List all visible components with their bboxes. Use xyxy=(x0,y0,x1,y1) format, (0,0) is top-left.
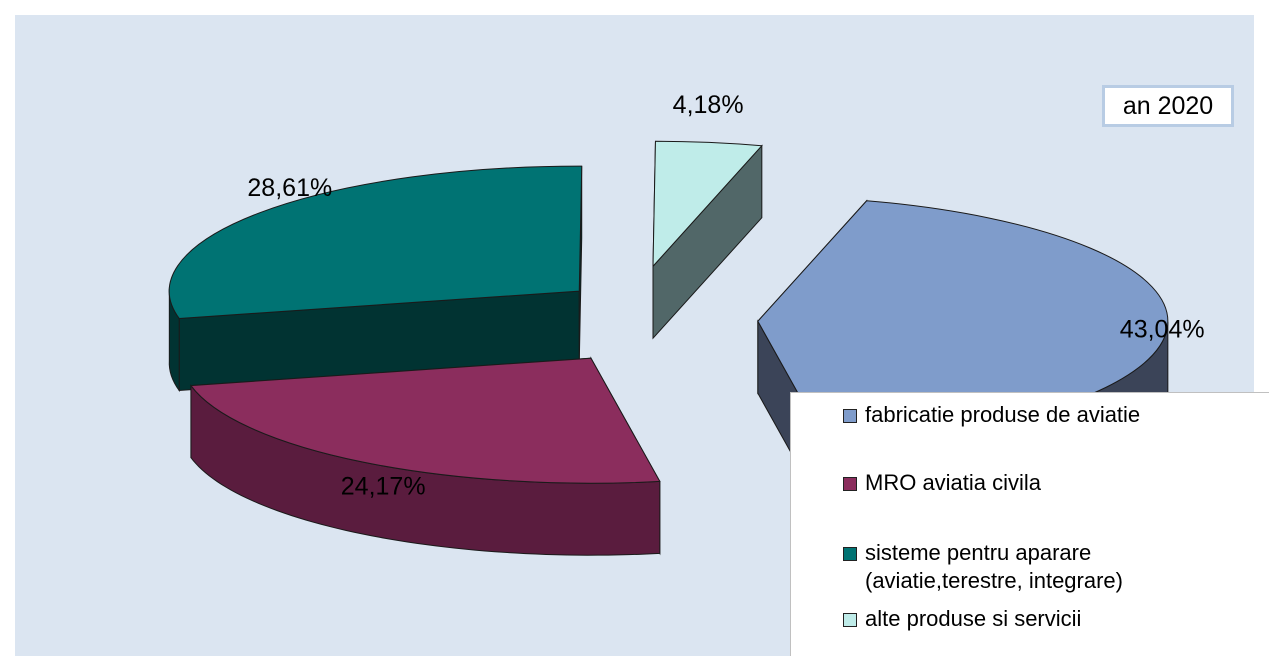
pie-slice xyxy=(652,140,763,340)
legend-item: sisteme pentru aparare (aviatie,terestre… xyxy=(843,539,1123,595)
pie-data-label: 28,61% xyxy=(247,174,332,202)
pie-data-label: 43,04% xyxy=(1120,316,1205,344)
legend-swatch xyxy=(843,409,857,423)
legend-item: fabricatie produse de aviatie xyxy=(843,401,1140,429)
pie-slice xyxy=(168,165,583,393)
legend-label: sisteme pentru aparare xyxy=(865,540,1092,565)
legend-swatch xyxy=(843,613,857,627)
legend: fabricatie produse de aviatie MRO aviati… xyxy=(790,392,1269,656)
chart-title: an 2020 xyxy=(1102,85,1234,127)
pie-slice xyxy=(190,356,661,556)
pie-slice-top xyxy=(168,165,583,319)
legend-item: MRO aviatia civila xyxy=(843,469,1041,497)
legend-label: MRO aviatia civila xyxy=(865,470,1042,495)
pie-slice-top xyxy=(190,357,661,484)
legend-item: alte produse si servicii xyxy=(843,605,1081,633)
legend-label: alte produse si servicii xyxy=(865,606,1082,631)
pie-data-label: 4,18% xyxy=(673,91,744,119)
pie-data-label: 24,17% xyxy=(341,473,426,501)
legend-label-line2: (aviatie,terestre, integrare) xyxy=(865,568,1123,593)
legend-swatch xyxy=(843,547,857,561)
legend-label: fabricatie produse de aviatie xyxy=(865,402,1141,427)
legend-swatch xyxy=(843,477,857,491)
pie-slice-top xyxy=(652,140,763,268)
